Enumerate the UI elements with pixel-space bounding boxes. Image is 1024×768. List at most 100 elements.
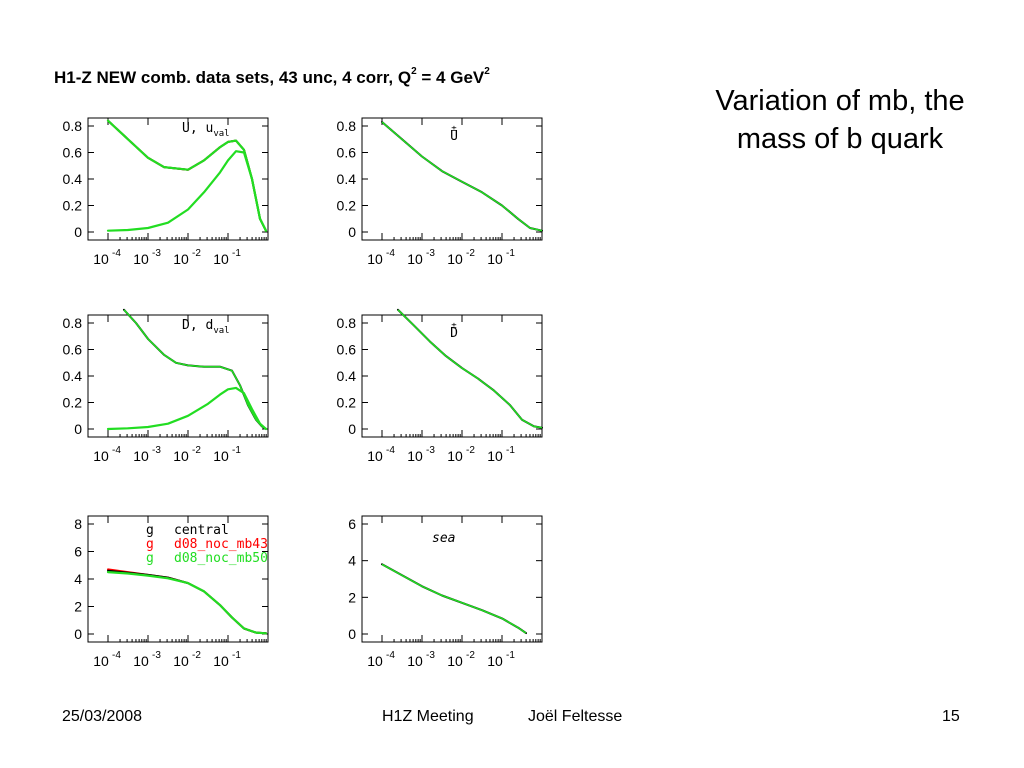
y-tick-label: 0.6 bbox=[337, 145, 357, 161]
x-tick-label: 10 bbox=[447, 653, 463, 669]
x-tick-label: 10 bbox=[367, 653, 383, 669]
series-line-central bbox=[397, 308, 543, 429]
series-line-central bbox=[381, 563, 527, 635]
slide-title-line2: mass of b quark bbox=[736, 123, 944, 155]
chart-panel-Dbar: 00.20.40.60.810 -4 10 -3 10 -2 10 -1±D bbox=[337, 308, 543, 464]
x-tick-label: 10 bbox=[487, 251, 503, 267]
x-tick-label: 10 bbox=[133, 251, 149, 267]
x-tick-label: 10 bbox=[173, 653, 189, 669]
x-tick-exponent: -1 bbox=[506, 650, 515, 661]
x-tick-label: 10 bbox=[407, 653, 423, 669]
x-tick-exponent: -2 bbox=[192, 650, 201, 661]
y-tick-label: 6 bbox=[348, 516, 356, 532]
panel-label: sea bbox=[432, 531, 455, 546]
series-line-overlay bbox=[381, 563, 527, 634]
legend-symbol: g bbox=[146, 537, 154, 552]
x-tick-exponent: -3 bbox=[426, 650, 435, 661]
chart-panel-D-dval: 00.20.40.60.810 -4 10 -3 10 -2 10 -1D, dval bbox=[63, 308, 269, 464]
y-tick-label: 0.8 bbox=[63, 315, 83, 331]
axis-frame bbox=[361, 515, 543, 643]
legend-entry: d08_noc_mb50 bbox=[174, 551, 268, 566]
y-tick-label: 0.2 bbox=[63, 395, 83, 411]
x-tick-exponent: -3 bbox=[426, 248, 435, 259]
y-tick-label: 2 bbox=[74, 599, 82, 615]
y-tick-label: 0 bbox=[74, 421, 82, 437]
y-tick-label: 0.4 bbox=[337, 171, 357, 187]
x-tick-exponent: -4 bbox=[386, 650, 395, 661]
panel-label-bar: ± bbox=[451, 321, 457, 331]
axis-frame bbox=[87, 117, 269, 241]
plot-title: H1-Z NEW comb. data sets, 43 unc, 4 corr… bbox=[54, 66, 490, 88]
panel-label: D bbox=[450, 326, 458, 341]
x-tick-exponent: -2 bbox=[466, 650, 475, 661]
series-line-d08_noc_mb50 bbox=[106, 570, 268, 635]
x-tick-label: 10 bbox=[93, 448, 109, 464]
x-tick-label: 10 bbox=[487, 448, 503, 464]
series-line-central bbox=[107, 569, 267, 635]
y-tick-label: 0.4 bbox=[337, 368, 357, 384]
slide-title: Variation of mb, the mass of b quark bbox=[680, 82, 1000, 158]
series-line-d08_noc_mb43 bbox=[107, 119, 267, 232]
x-tick-label: 10 bbox=[407, 251, 423, 267]
legend-symbol: g bbox=[146, 523, 154, 538]
x-tick-label: 10 bbox=[133, 653, 149, 669]
x-tick-exponent: -3 bbox=[152, 650, 161, 661]
y-tick-label: 0.8 bbox=[337, 118, 357, 134]
x-tick-exponent: -1 bbox=[232, 445, 241, 456]
x-tick-label: 10 bbox=[133, 448, 149, 464]
y-tick-label: 0.6 bbox=[337, 342, 357, 358]
legend-symbol: g bbox=[146, 551, 154, 566]
x-tick-label: 10 bbox=[367, 448, 383, 464]
series-line-d08_noc_mb43 bbox=[107, 568, 267, 635]
y-tick-label: 0 bbox=[74, 224, 82, 240]
panel-label-bar: ± bbox=[451, 124, 457, 134]
y-tick-label: 0 bbox=[348, 224, 356, 240]
chart-panel-U-uval: 00.20.40.60.810 -4 10 -3 10 -2 10 -1U, uval bbox=[63, 117, 269, 267]
series-line-overlay bbox=[123, 309, 267, 430]
series-line-d08_noc_mb50 bbox=[106, 119, 268, 232]
x-tick-exponent: -4 bbox=[112, 650, 121, 661]
x-tick-label: 10 bbox=[487, 653, 503, 669]
y-tick-label: 2 bbox=[348, 589, 356, 605]
x-tick-label: 10 bbox=[213, 448, 229, 464]
y-tick-label: 0 bbox=[74, 626, 82, 642]
footer-meeting: H1Z Meeting bbox=[382, 708, 474, 725]
x-tick-label: 10 bbox=[407, 448, 423, 464]
y-tick-label: 4 bbox=[348, 553, 356, 569]
x-tick-label: 10 bbox=[93, 653, 109, 669]
y-tick-label: 4 bbox=[74, 571, 82, 587]
x-tick-exponent: -4 bbox=[386, 445, 395, 456]
footer-author: Joël Feltesse bbox=[528, 708, 623, 725]
y-tick-label: 0.2 bbox=[63, 198, 83, 214]
x-tick-exponent: -1 bbox=[506, 445, 515, 456]
plot-title-main: H1-Z NEW comb. data sets, 43 unc, 4 corr… bbox=[54, 68, 412, 87]
plot-title-sup1: 2 bbox=[411, 66, 417, 78]
legend-entry: d08_noc_mb43 bbox=[174, 537, 268, 552]
y-tick-label: 0.4 bbox=[63, 171, 83, 187]
plot-title-sup2: 2 bbox=[484, 66, 490, 78]
panel-label-sub: val bbox=[213, 326, 229, 336]
panel-label: U, uval bbox=[182, 121, 230, 139]
x-tick-label: 10 bbox=[93, 251, 109, 267]
y-tick-label: 0.6 bbox=[63, 145, 83, 161]
y-tick-label: 0.6 bbox=[63, 342, 83, 358]
x-tick-exponent: -2 bbox=[192, 248, 201, 259]
series-line-central bbox=[107, 119, 267, 232]
x-tick-exponent: -4 bbox=[386, 248, 395, 259]
x-tick-exponent: -4 bbox=[112, 445, 121, 456]
x-tick-exponent: -3 bbox=[152, 445, 161, 456]
x-tick-label: 10 bbox=[213, 251, 229, 267]
plot-title-mid: = 4 GeV bbox=[416, 68, 485, 87]
panel-label: U bbox=[450, 129, 458, 144]
x-tick-exponent: -1 bbox=[506, 248, 515, 259]
y-tick-label: 0.2 bbox=[337, 395, 357, 411]
y-tick-label: 0 bbox=[348, 421, 356, 437]
x-tick-label: 10 bbox=[367, 251, 383, 267]
panel-label: D, dval bbox=[182, 318, 230, 336]
y-tick-label: 6 bbox=[74, 544, 82, 560]
series-line-central bbox=[381, 121, 543, 232]
x-tick-label: 10 bbox=[213, 653, 229, 669]
